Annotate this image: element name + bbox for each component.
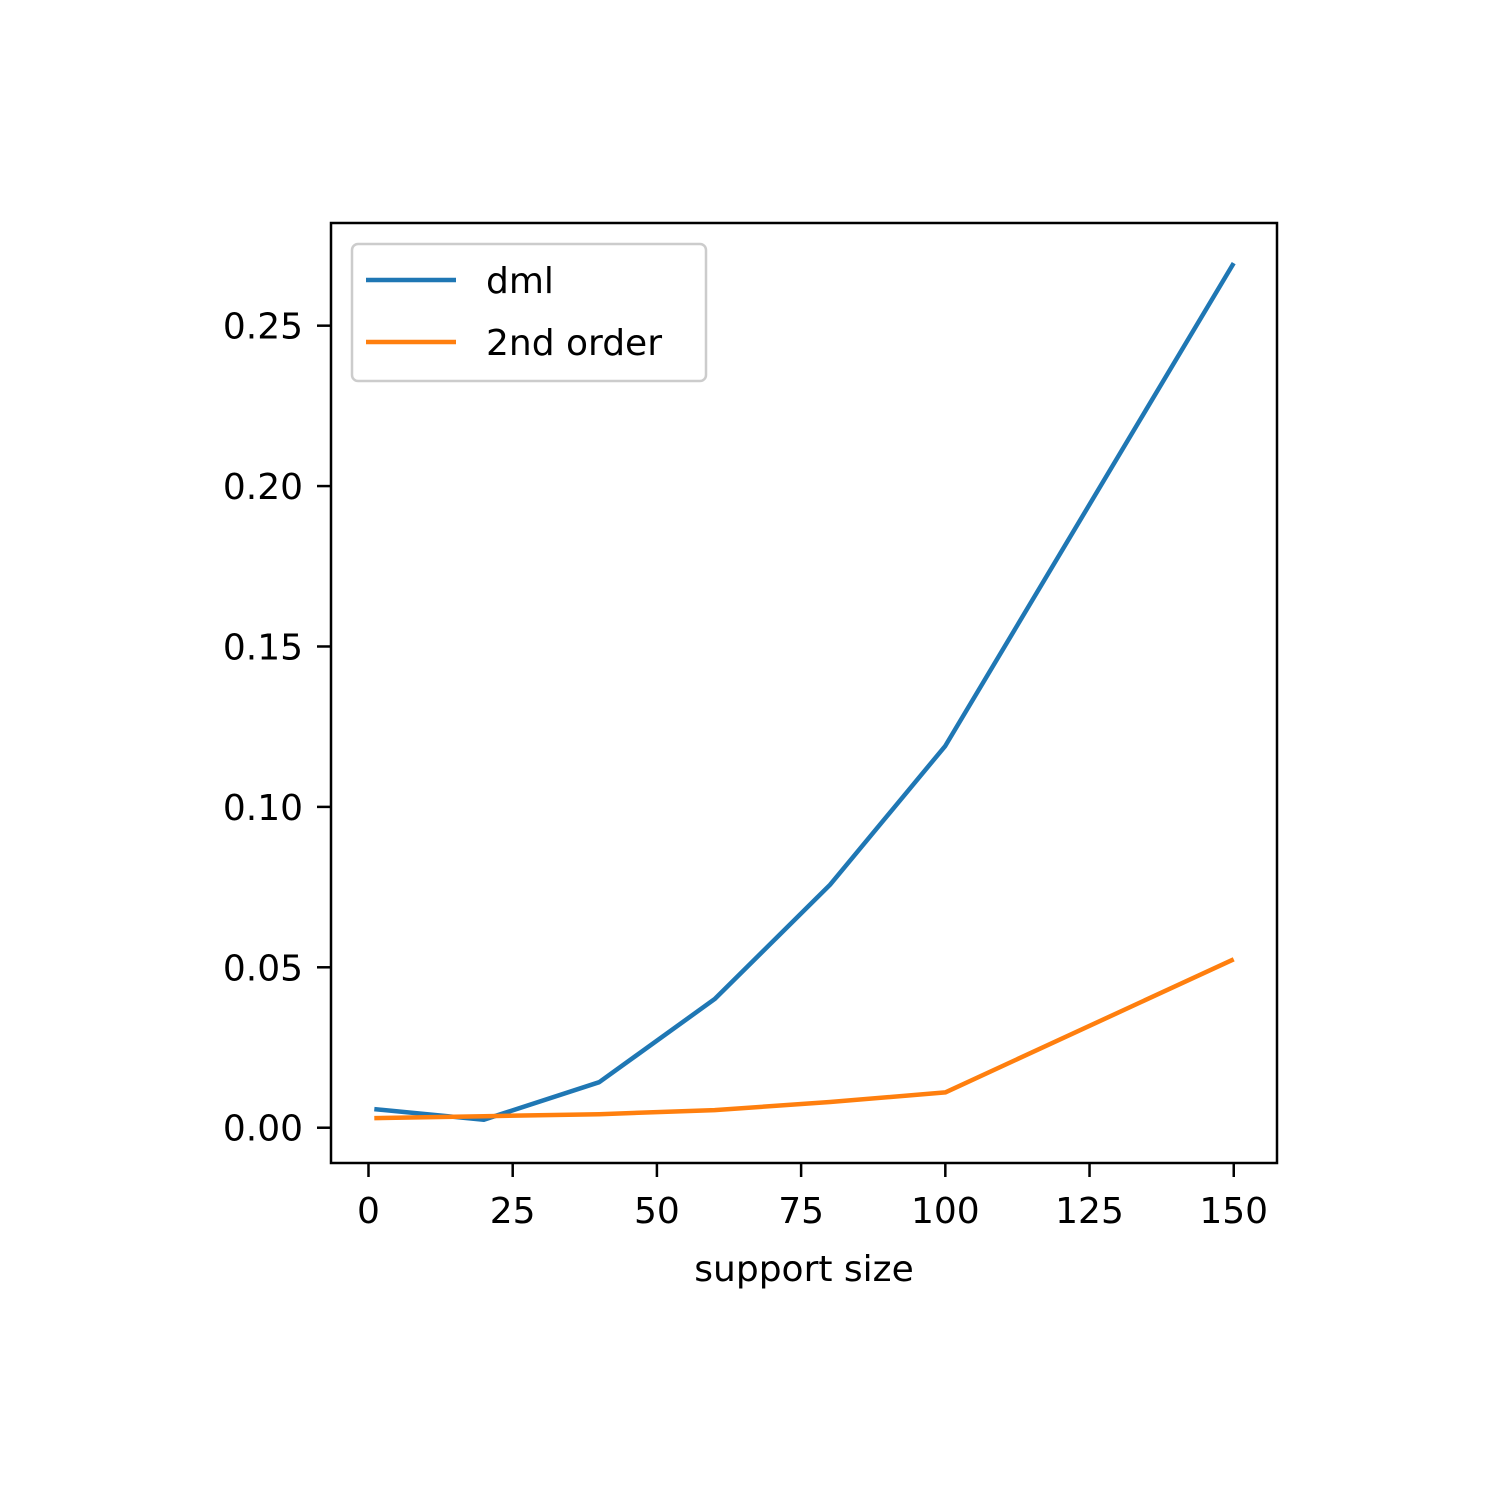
series-layer [374, 261, 1236, 1122]
series-line-1 [374, 957, 1235, 1121]
x-axis-ticks: 0 25 50 75 100 125 150 [357, 1163, 1268, 1232]
x-tick-label: 125 [1055, 1191, 1124, 1232]
legend-label-1: 2nd order [486, 323, 662, 364]
x-tick-label: 0 [357, 1191, 380, 1232]
y-tick-label: 0.20 [223, 467, 303, 508]
y-tick-label: 0.15 [223, 627, 303, 668]
x-tick-label: 25 [490, 1191, 536, 1232]
y-tick-label: 0.05 [223, 948, 303, 989]
x-tick-label: 150 [1199, 1191, 1268, 1232]
y-tick-label: 0.00 [223, 1109, 303, 1150]
y-axis-ticks: 0.00 0.05 0.10 0.15 0.20 0.25 [223, 307, 331, 1150]
y-tick-label: 0.25 [223, 307, 303, 348]
legend-entries: dml 2nd order [366, 261, 662, 364]
legend-label-0: dml [486, 261, 554, 302]
x-axis-label: support size [694, 1249, 913, 1290]
x-tick-label: 50 [634, 1191, 680, 1232]
plot-area-frame [329, 221, 1279, 1165]
series-line-0 [374, 261, 1236, 1122]
x-tick-label: 100 [911, 1191, 980, 1232]
legend: dml 2nd order [350, 242, 708, 383]
y-tick-label: 0.10 [223, 788, 303, 829]
x-tick-label: 75 [778, 1191, 824, 1232]
